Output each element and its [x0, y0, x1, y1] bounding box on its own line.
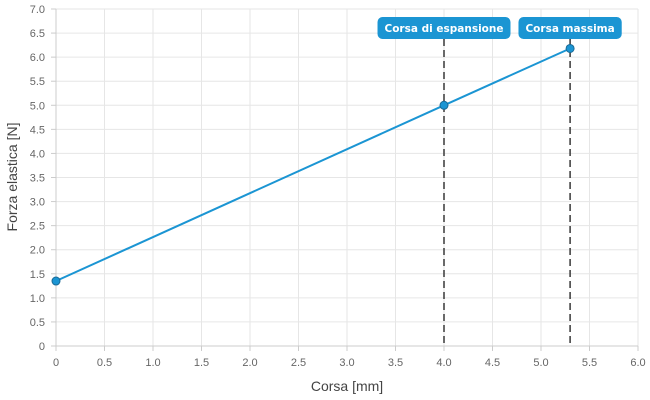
x-tick-label: 4.5	[485, 357, 500, 369]
data-point	[51, 276, 61, 286]
y-tick-label: 0	[39, 341, 45, 353]
x-tick-label: 3.5	[388, 357, 403, 369]
x-tick-labels: 0 0.5 1.0 1.5 2.0 2.5 3.0 3.5 4.0 4.5 5.0 5.5 6.0	[53, 357, 646, 369]
y-tick-label: 2.0	[30, 245, 45, 257]
annotation-box	[377, 17, 511, 39]
y-tick-label: 2.5	[30, 221, 45, 233]
y-tick-labels: 0 0.5 1.0 1.5 2.0 2.5 3.0 3.5 4.0 4.5 5.0 5.5 6.0 6.5…	[30, 4, 45, 353]
x-tick-label: 4.0	[436, 357, 451, 369]
annotation-box	[518, 17, 622, 39]
x-axis-title: Corsa [mm]	[311, 378, 383, 394]
annotation-label: Corsa massima	[518, 17, 622, 39]
data-point	[565, 43, 575, 53]
y-tick-label: 0.5	[30, 317, 45, 329]
x-tick-label: 5.5	[582, 357, 597, 369]
x-tick-label: 1.0	[145, 357, 160, 369]
y-tick-label: 3.0	[30, 197, 45, 209]
annotation-label: Corsa di espansione	[377, 17, 511, 39]
data-point	[439, 100, 449, 110]
y-tick-label: 6.5	[30, 28, 45, 40]
x-tick-label: 5.0	[533, 357, 548, 369]
annotation-lines	[443, 39, 571, 346]
y-tick-label: 3.5	[30, 173, 45, 185]
y-tick-label: 6.0	[30, 52, 45, 64]
y-tick-label: 5.5	[30, 76, 45, 88]
annotation-labels: Corsa di espansione Corsa massima	[377, 17, 622, 39]
series-layer	[51, 43, 575, 286]
x-tick-label: 2.5	[291, 357, 306, 369]
x-tick-label: 3.0	[339, 357, 354, 369]
y-tick-label: 4.0	[30, 148, 45, 160]
grid	[55, 8, 639, 347]
x-tick-label: 1.5	[194, 357, 209, 369]
annotation-text: Corsa massima	[525, 23, 614, 35]
y-tick-label: 7.0	[30, 4, 45, 16]
y-tick-label: 5.0	[30, 100, 45, 112]
x-tick-label: 2.0	[242, 357, 257, 369]
annotation-text: Corsa di espansione	[385, 23, 504, 35]
y-tick-label: 1.0	[30, 293, 45, 305]
y-axis-title: Forza elastica [N]	[4, 123, 20, 232]
x-tick-label: 6.0	[630, 357, 645, 369]
axes	[51, 8, 639, 351]
x-tick-label: 0	[53, 357, 59, 369]
x-tick-label: 0.5	[97, 357, 112, 369]
y-tick-label: 4.5	[30, 124, 45, 136]
y-tick-label: 1.5	[30, 269, 45, 281]
